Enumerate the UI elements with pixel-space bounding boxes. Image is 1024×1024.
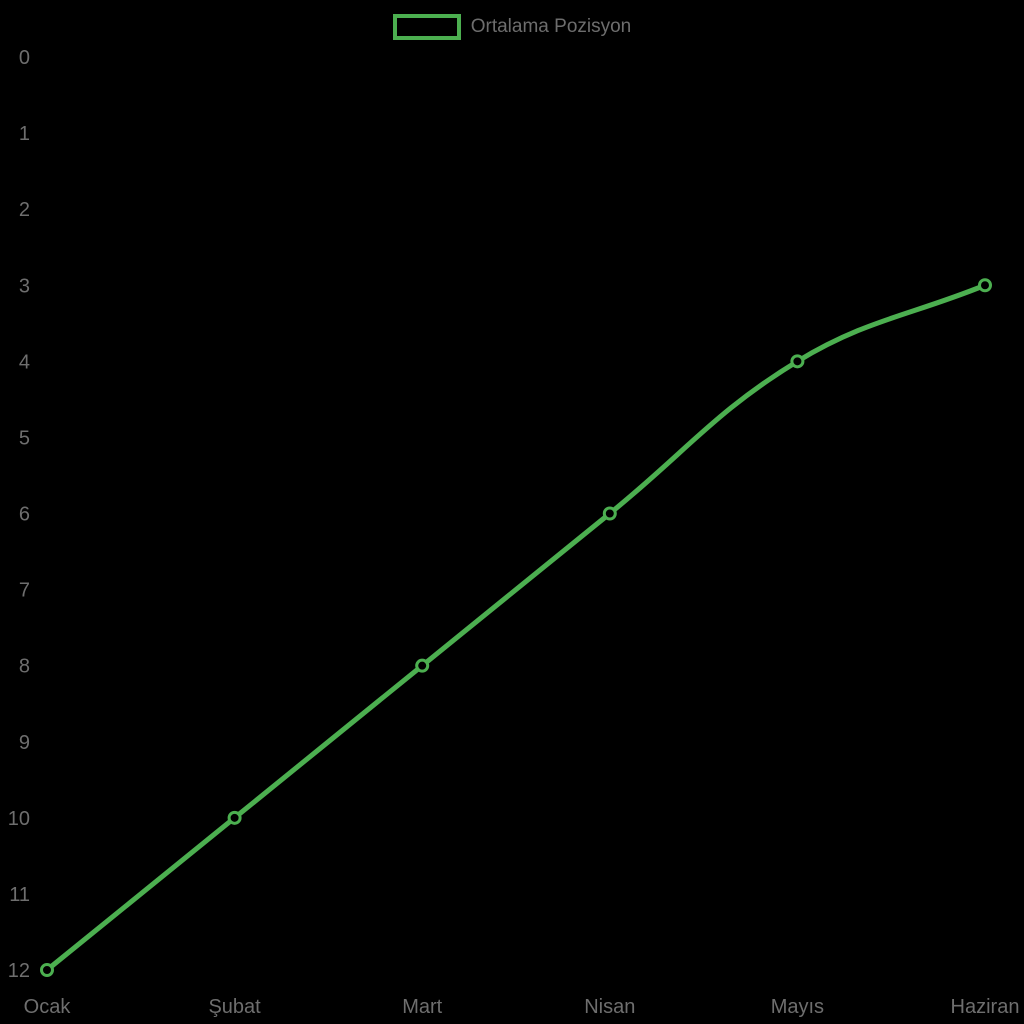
y-axis-tick-label: 12 (8, 960, 30, 982)
x-axis-category-label: Şubat (208, 996, 261, 1018)
x-axis-category-label: Nisan (584, 996, 635, 1018)
legend-label: Ortalama Pozisyon (470, 16, 632, 37)
y-axis-tick-label: 5 (19, 427, 30, 449)
legend: Ortalama Pozisyon (0, 14, 1024, 40)
y-axis-tick-label: 11 (9, 884, 30, 906)
data-point-marker (40, 963, 54, 977)
data-point-marker (602, 506, 617, 521)
y-axis-tick-label: 6 (19, 504, 30, 526)
y-axis-tick-label: 4 (19, 351, 30, 373)
y-axis-tick-label: 1 (19, 123, 30, 145)
y-axis-tick-label: 2 (19, 199, 30, 221)
data-point-marker (790, 354, 805, 369)
data-point-marker (415, 658, 430, 673)
y-axis-tick-label: 7 (19, 580, 30, 602)
data-point-marker (227, 810, 242, 825)
x-axis-category-label: Ocak (24, 996, 72, 1018)
legend-swatch-icon (392, 14, 461, 40)
y-axis-tick-label: 3 (19, 275, 30, 297)
x-axis-category-label: Mayıs (771, 996, 824, 1018)
y-axis-tick-label: 9 (19, 732, 30, 754)
legend-item-ortalama-pozisyon[interactable]: Ortalama Pozisyon (392, 14, 632, 40)
y-axis-tick-label: 10 (8, 808, 30, 830)
x-axis-category-label: Mart (402, 996, 442, 1018)
series-line (44, 282, 988, 973)
x-axis-category-label: Haziran (951, 996, 1020, 1018)
y-axis-tick-label: 0 (19, 47, 30, 69)
data-point-marker (978, 278, 992, 293)
y-axis-tick-label: 8 (19, 656, 30, 678)
